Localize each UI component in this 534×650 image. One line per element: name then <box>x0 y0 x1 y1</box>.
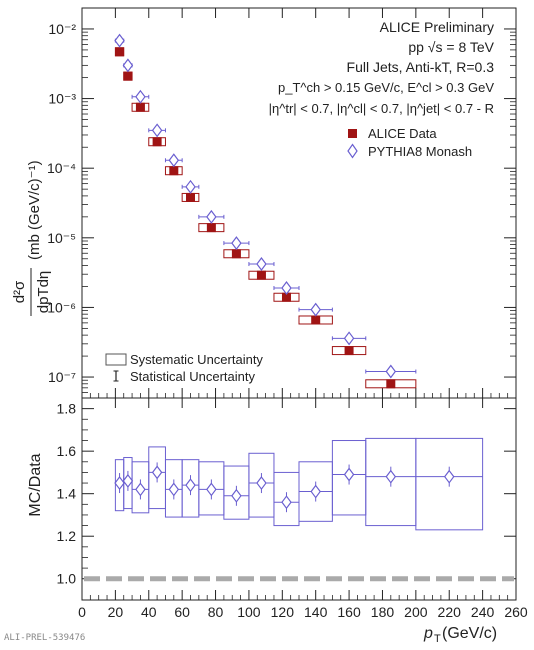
pythia-data-point <box>206 209 217 224</box>
ratio-data-point <box>343 467 355 482</box>
ratio-data-point <box>385 469 397 484</box>
ratio-data-point <box>231 488 242 503</box>
x-tick-label: 200 <box>404 604 428 620</box>
pythia-data-point <box>122 58 134 73</box>
alice-data-point <box>152 137 162 147</box>
annotation-line-3: p_T^ch > 0.15 GeV/c, E^cl > 0.3 GeV <box>278 80 494 95</box>
ratio-data-point <box>206 482 217 497</box>
x-label-sub: T <box>434 633 441 645</box>
pythia-data-point <box>343 331 355 346</box>
alice-data-point <box>281 292 291 302</box>
pythia-data-point <box>256 257 267 272</box>
annotation-line-4: |η^tr| < 0.7, |η^cl| < 0.7, |η^jet| < 0.… <box>269 101 494 116</box>
legend: ALICE Data PYTHIA8 Monash Systematic Unc… <box>105 126 472 384</box>
y-label-den: dpTdη <box>35 271 52 314</box>
x-tick-label: 60 <box>174 604 190 620</box>
ratio-y-tick-label: 1.6 <box>57 443 77 459</box>
x-tick-label: 120 <box>271 604 295 620</box>
ratio-data-point <box>185 478 196 493</box>
pythia-data-point <box>281 281 292 296</box>
pythia-data-point <box>168 153 180 168</box>
pythia-data-point <box>385 364 397 379</box>
ratio-data-point <box>281 495 292 510</box>
x-tick-label: 0 <box>78 604 86 620</box>
y-tick-label: 10⁻⁴ <box>47 160 76 176</box>
alice-data-point <box>256 270 266 280</box>
y-label-unit: (mb (GeV/c)⁻¹) <box>26 160 43 260</box>
alice-data-point <box>186 192 195 202</box>
spectrum-y-axis-label: d²σ dpTdη (mb (GeV/c)⁻¹) <box>11 160 52 316</box>
pythia-data-point <box>114 33 125 48</box>
ratio-data-point <box>310 484 321 499</box>
x-tick-label: 40 <box>141 604 157 620</box>
x-tick-label: 180 <box>371 604 395 620</box>
ratio-data-point <box>443 469 455 484</box>
x-tick-label: 220 <box>438 604 462 620</box>
alice-data-point <box>231 249 241 259</box>
alice-data-point <box>169 166 179 176</box>
y-tick-label: 10⁻² <box>48 21 76 37</box>
ratio-y-tick-label: 1.8 <box>57 401 77 417</box>
y-tick-label: 10⁻³ <box>48 91 76 107</box>
legend-alice-marker <box>348 129 357 138</box>
svg-text:d²σ: d²σ <box>11 280 28 303</box>
alice-data-point <box>135 102 145 112</box>
y-tick-label: 10⁻⁷ <box>48 369 76 385</box>
pythia-data-point <box>135 89 146 104</box>
footer-id: ALI-PREL-539476 <box>4 633 86 643</box>
legend-pythia-marker <box>347 143 358 159</box>
annotation-line-0: ALICE Preliminary <box>380 19 494 35</box>
annotation-line-2: Full Jets, Anti-kT, R=0.3 <box>347 59 495 75</box>
alice-data-point <box>206 223 216 233</box>
x-tick-label: 20 <box>108 604 124 620</box>
legend-alice-label: ALICE Data <box>368 126 437 141</box>
legend-syst-box <box>105 353 127 366</box>
y-label-num: d²σ <box>11 280 28 303</box>
y-tick-label: 10⁻⁵ <box>47 230 76 246</box>
pythia-data-point <box>185 179 196 194</box>
x-tick-label: 80 <box>208 604 224 620</box>
pythia-data-point <box>151 123 163 138</box>
x-tick-label: 160 <box>337 604 361 620</box>
x-tick-label: 140 <box>304 604 328 620</box>
x-label-main: p <box>423 625 433 642</box>
alice-data-point <box>386 379 396 389</box>
alice-data-point <box>123 71 133 81</box>
legend-pythia-label: PYTHIA8 Monash <box>368 144 472 159</box>
ratio-data-point <box>256 476 267 491</box>
legend-stat-icon <box>113 370 119 382</box>
x-tick-label: 100 <box>237 604 261 620</box>
pythia-data-point <box>231 236 242 251</box>
x-axis-label: p T (GeV/c) <box>423 625 497 645</box>
alice-data-point <box>311 315 321 325</box>
ratio-y-axis-label: MC/Data <box>27 453 44 516</box>
ratio-y-tick-label: 1.4 <box>57 486 77 502</box>
ratio-y-tick-label: 1.0 <box>57 571 77 587</box>
y-tick-label: 10⁻⁶ <box>47 299 76 315</box>
ratio-data-point <box>151 465 163 480</box>
ratio-y-tick-label: 1.2 <box>57 528 77 544</box>
pythia-data-point <box>310 302 321 317</box>
legend-syst-label: Systematic Uncertainty <box>130 352 263 367</box>
annotation-block: ALICE Preliminary pp √s = 8 TeV Full Jet… <box>269 19 495 116</box>
ratio-data-point <box>114 476 125 491</box>
ratio-panel: 0 20 40 60 80 100 120 140 160 180 200 220 240 260 1.0 1… <box>57 397 528 620</box>
annotation-line-1: pp √s = 8 TeV <box>408 39 494 55</box>
spectrum-panel: 10⁻⁷ 10⁻⁶ 10⁻⁵ 10⁻⁴ 10⁻³ 10⁻² <box>47 7 517 399</box>
alice-data-point <box>115 47 125 57</box>
ratio-data-point <box>168 482 180 497</box>
alice-data-point <box>344 346 354 356</box>
x-label-unit: (GeV/c) <box>442 625 497 642</box>
svg-text:dpTdη: dpTdη <box>35 271 52 314</box>
x-tick-label: 240 <box>471 604 495 620</box>
ratio-syst-box <box>415 437 484 531</box>
legend-stat-label: Statistical Uncertainty <box>130 369 255 384</box>
x-tick-label: 260 <box>504 604 528 620</box>
ratio-data-point <box>135 482 146 497</box>
ratio-data-point <box>122 473 134 488</box>
